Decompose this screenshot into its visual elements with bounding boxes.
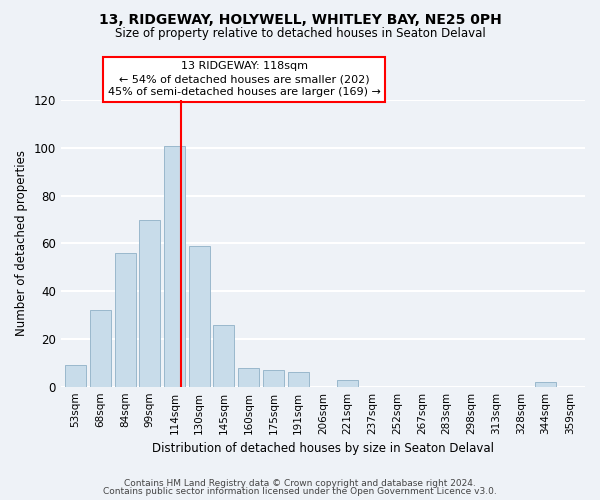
Text: 13, RIDGEWAY, HOLYWELL, WHITLEY BAY, NE25 0PH: 13, RIDGEWAY, HOLYWELL, WHITLEY BAY, NE2… <box>98 12 502 26</box>
Bar <box>337 380 358 386</box>
Text: Contains public sector information licensed under the Open Government Licence v3: Contains public sector information licen… <box>103 487 497 496</box>
Bar <box>115 253 136 386</box>
Bar <box>287 372 308 386</box>
Bar <box>65 365 86 386</box>
Bar <box>139 220 160 386</box>
Bar <box>189 246 210 386</box>
Bar <box>164 146 185 386</box>
Bar <box>214 324 235 386</box>
Bar <box>238 368 259 386</box>
Text: Size of property relative to detached houses in Seaton Delaval: Size of property relative to detached ho… <box>115 28 485 40</box>
Text: Contains HM Land Registry data © Crown copyright and database right 2024.: Contains HM Land Registry data © Crown c… <box>124 478 476 488</box>
Bar <box>535 382 556 386</box>
Bar <box>263 370 284 386</box>
Y-axis label: Number of detached properties: Number of detached properties <box>15 150 28 336</box>
X-axis label: Distribution of detached houses by size in Seaton Delaval: Distribution of detached houses by size … <box>152 442 494 455</box>
Text: 13 RIDGEWAY: 118sqm
← 54% of detached houses are smaller (202)
45% of semi-detac: 13 RIDGEWAY: 118sqm ← 54% of detached ho… <box>108 61 381 98</box>
Bar <box>90 310 111 386</box>
